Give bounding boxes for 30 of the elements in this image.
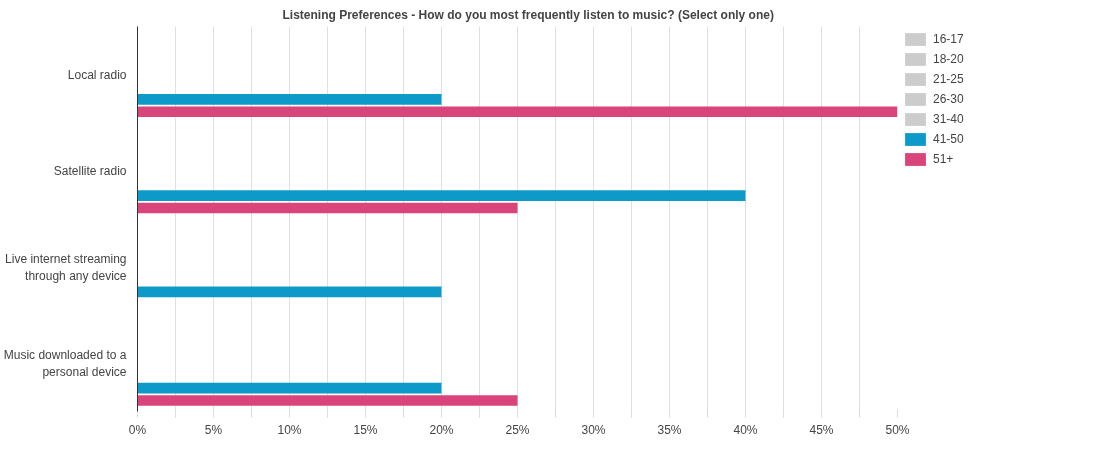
bar	[137, 202, 518, 214]
x-tick-label: 20%	[429, 422, 454, 437]
y-tick-label: Music downloaded to a personal device	[3, 347, 127, 379]
bar	[137, 190, 746, 201]
x-tick-label: 45%	[809, 422, 834, 437]
x-tick-label: 15%	[353, 422, 378, 437]
legend-label: 26-30	[933, 92, 964, 106]
legend-label: 18-20	[933, 52, 964, 66]
x-tick-label: 40%	[733, 422, 758, 437]
bar	[137, 382, 442, 394]
y-tick-label: Live internet streaming through any device	[5, 251, 127, 283]
bar	[137, 286, 442, 298]
bar	[137, 106, 898, 118]
legend-label: 41-50	[933, 132, 964, 146]
x-tick-label: 35%	[657, 422, 682, 437]
legend-label: 21-25	[933, 72, 964, 86]
legend-label: 51+	[933, 152, 954, 166]
x-tick-label: 30%	[581, 422, 606, 437]
bar	[137, 395, 518, 406]
chart-title: Listening Preferences - How do you most frequently listen to music? (Select only one)	[282, 7, 774, 22]
legend-label: 16-17	[933, 32, 964, 46]
y-tick-label: Satellite radio	[53, 163, 127, 178]
legend-label: 31-40	[933, 112, 964, 126]
x-tick-label: 0%	[128, 422, 147, 437]
x-tick-label: 5%	[204, 422, 223, 437]
bar	[137, 94, 442, 105]
x-tick-label: 25%	[505, 422, 530, 437]
y-tick-label: Local radio	[67, 67, 127, 82]
x-tick-label: 10%	[277, 422, 302, 437]
x-tick-label: 50%	[885, 422, 910, 437]
